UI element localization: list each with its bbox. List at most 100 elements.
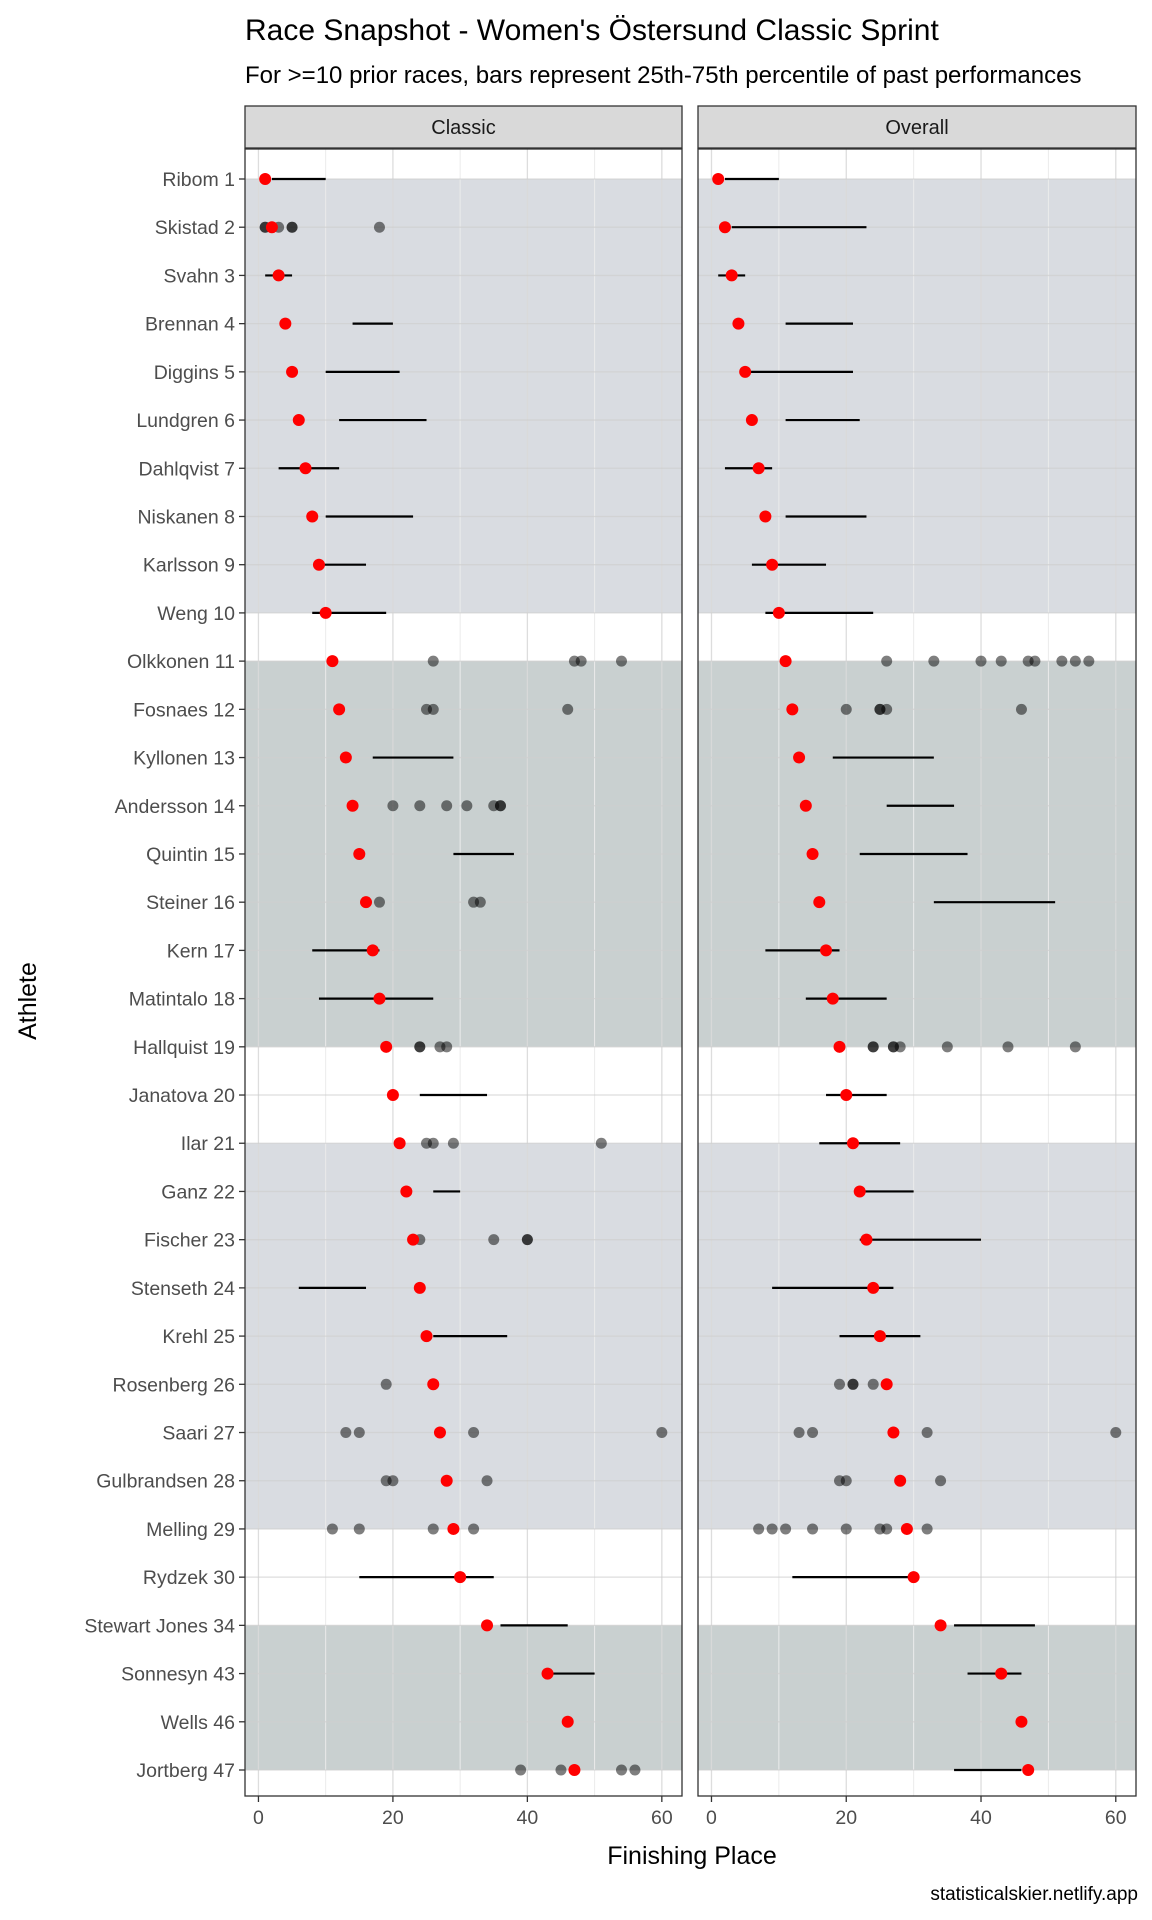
past-result-point <box>427 1137 439 1149</box>
current-place-point <box>413 1281 426 1294</box>
current-place-point <box>995 1667 1008 1680</box>
past-result-point <box>562 703 574 715</box>
past-result-point <box>427 1523 439 1535</box>
current-place-point <box>319 606 332 619</box>
current-place-point <box>373 992 386 1005</box>
past-result-point <box>656 1427 668 1439</box>
current-place-point <box>1022 1764 1035 1776</box>
facet-panel-classic: Classic 0 20 40 60 <box>244 105 683 1829</box>
y-tick-label-athlete: Kern 17 <box>167 940 235 962</box>
x-tick-label: 40 <box>517 1807 539 1829</box>
current-place-point <box>561 1715 574 1728</box>
current-place-point <box>279 317 292 330</box>
chart-title: Race Snapshot - Women's Östersund Classi… <box>245 14 939 47</box>
current-place-point <box>739 365 752 378</box>
facet-strip-label: Overall <box>885 117 948 139</box>
past-result-point <box>595 1137 607 1149</box>
y-tick-label-athlete: Janatova 20 <box>129 1085 235 1107</box>
y-tick-label-athlete: Rydzek 30 <box>143 1567 235 1589</box>
y-tick-label-athlete: Brennan 4 <box>145 314 235 336</box>
current-place-point <box>360 896 373 909</box>
current-place-point <box>386 1089 399 1102</box>
past-result-point <box>840 1523 852 1535</box>
current-place-point <box>481 1619 494 1632</box>
past-result-point <box>834 1378 846 1390</box>
y-tick-label-athlete: Fischer 23 <box>144 1230 235 1252</box>
y-tick-label-athlete: Ribom 1 <box>162 169 235 191</box>
panel-border <box>697 148 1137 1797</box>
past-result-point <box>1056 655 1068 667</box>
past-result-point <box>840 703 852 715</box>
current-place-point <box>306 510 319 523</box>
past-result-point <box>555 1764 567 1776</box>
y-tick-label-athlete: Weng 10 <box>157 603 235 625</box>
current-place-point <box>880 1378 893 1391</box>
past-result-point <box>427 703 439 715</box>
past-result-point <box>867 1041 879 1053</box>
current-place-point <box>407 1233 420 1246</box>
current-place-point <box>339 751 352 764</box>
current-place-point <box>732 317 745 330</box>
past-result-point <box>780 1523 792 1535</box>
current-place-point <box>806 847 819 860</box>
past-result-point <box>629 1764 641 1776</box>
x-tick-label: 0 <box>253 1807 264 1829</box>
facet-strip <box>244 105 683 149</box>
x-axis-title: Finishing Place <box>607 1842 777 1870</box>
x-tick-label: 60 <box>1105 1807 1127 1829</box>
current-place-point <box>333 703 346 716</box>
current-place-point <box>447 1522 460 1535</box>
past-result-point <box>615 1764 627 1776</box>
shaded-band <box>698 1625 1136 1770</box>
x-tick-label: 40 <box>970 1807 992 1829</box>
current-place-point <box>725 269 738 282</box>
facet-strip <box>697 105 1137 149</box>
past-result-point <box>414 800 426 812</box>
y-tick-label-athlete: Ilar 21 <box>181 1133 235 1155</box>
y-tick-label-athlete: Skistad 2 <box>155 217 235 239</box>
y-tick-label-athlete: Stenseth 24 <box>131 1278 235 1300</box>
current-place-point <box>860 1233 873 1246</box>
past-result-point <box>753 1523 765 1535</box>
y-tick-label-athlete: Saari 27 <box>162 1423 235 1445</box>
past-result-point <box>1015 703 1027 715</box>
current-place-point <box>292 414 305 427</box>
current-place-point <box>420 1330 433 1343</box>
current-place-point <box>766 558 779 571</box>
past-result-point <box>840 1475 852 1487</box>
panel-border <box>244 148 683 1797</box>
current-place-point <box>718 221 731 234</box>
y-tick-label-athlete: Gulbrandsen 28 <box>96 1471 235 1493</box>
current-place-point <box>326 655 339 668</box>
past-result-point <box>847 1378 859 1390</box>
past-result-point <box>894 1041 906 1053</box>
past-result-point <box>468 1427 480 1439</box>
y-tick-label-athlete: Matintalo 18 <box>129 989 235 1011</box>
facet-panel-overall: Overall 0 20 40 60 <box>697 105 1137 1829</box>
y-tick-label-athlete: Karlsson 9 <box>143 555 235 577</box>
past-result-point <box>935 1475 947 1487</box>
past-result-point <box>1110 1427 1122 1439</box>
x-tick-label: 0 <box>706 1807 717 1829</box>
current-place-point <box>433 1426 446 1439</box>
facet-strip-label: Classic <box>431 117 495 139</box>
y-tick-label-athlete: Steiner 16 <box>146 892 235 914</box>
past-result-point <box>353 1523 365 1535</box>
current-place-point <box>894 1474 907 1487</box>
x-tick-label: 60 <box>651 1807 673 1829</box>
y-tick-label-athlete: Dahlqvist 7 <box>139 458 235 480</box>
past-result-point <box>941 1041 953 1053</box>
past-result-point <box>881 1523 893 1535</box>
current-place-point <box>454 1571 467 1584</box>
shaded-band <box>245 179 682 613</box>
y-tick-label-athlete: Sonnesyn 43 <box>121 1664 235 1686</box>
past-result-point <box>494 800 506 812</box>
current-place-point <box>1015 1715 1028 1728</box>
current-place-point <box>793 751 806 764</box>
plot-area: Classic 0 20 40 60 Overall 0 20 40 60 Ribom 1 Skist… <box>84 105 1137 1829</box>
past-result-point <box>975 655 987 667</box>
x-tick-label: 20 <box>382 1807 404 1829</box>
past-result-point <box>881 655 893 667</box>
past-result-point <box>807 1427 819 1439</box>
past-result-point <box>1002 1041 1014 1053</box>
